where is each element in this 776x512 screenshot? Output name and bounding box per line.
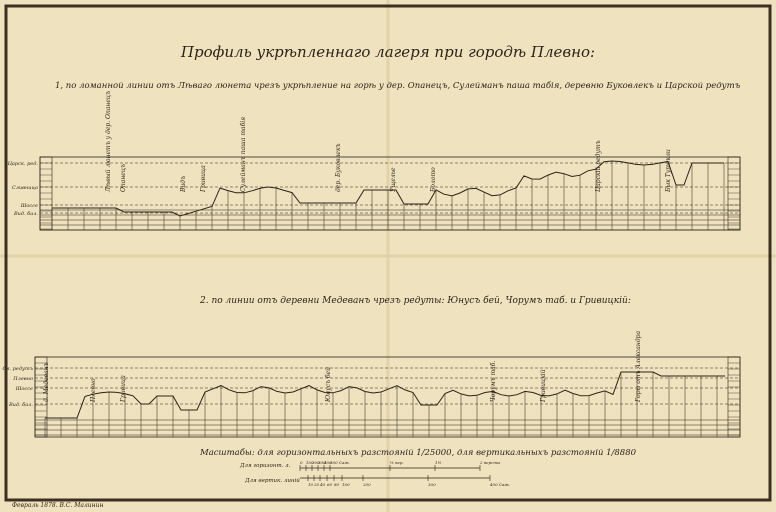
point-label: дер. Буковлекъ [335,143,342,192]
left-label: Плевно [12,376,33,382]
scale-tick-label: 20 [313,482,320,487]
point-label: д. Медеванъ [43,362,50,402]
point-label: Чорумъ таб. [490,361,497,402]
point-label: Гривица [120,375,127,403]
left-label: Вид. бал. [8,401,33,408]
section2-caption: 2. по линии отъ деревни Медеванъ чрезъ р… [199,295,631,306]
point-label: Опанецъ [120,164,127,192]
point-label: Гривицкій [540,369,547,403]
scale-tick-label: 300 [318,460,326,465]
border [4,4,772,502]
scale-tick-label: 40 [319,482,326,487]
left-label: Царск. ред. [8,161,39,167]
scale-tick-label: ½ вер. [390,460,404,465]
title: Профиль укрѣпленнаго лагеря при городѣ П… [180,43,595,61]
left-label: Шоссе [15,386,33,392]
section1-caption: 1, по ломанной линии отъ Лѣваго люнета ч… [55,80,741,91]
left-label: Шоссе [20,203,38,209]
left-label: Сл. редутъ [3,366,34,372]
vertical-scale-label: Для вертик. линій [244,478,300,484]
scale-tick-label: 60 [327,482,333,487]
point-label: Лѣвый люнетъ у дер. Опанецъ [105,91,112,193]
scale-tick-label: 1½ [435,460,442,465]
scale-tick-label: 200 [362,482,371,487]
point-label: Сулейманъ паша табія [240,117,247,192]
scale-tick-label: 300 [428,482,436,487]
point-label: Болото [430,167,437,193]
point-label: Горы отъ Александра [635,331,642,403]
scale-tick-label: 500 Саж. [330,460,350,465]
point-label: Видъ [180,176,187,193]
scale-tick-label: 100 [306,460,314,465]
scale-caption: Масштабы: для горизонтальныхъ разстояній… [199,447,637,458]
horizontal-scale-label: Для горизонт. л. [239,463,291,469]
scale-tick-label: 80 [334,482,340,487]
scale-tick-label: 400 Саж. [489,482,510,487]
point-label: Ущелье [390,167,397,192]
scale-tick-label: 10 [308,482,314,487]
scale-tick-label: 200 [311,460,320,465]
point-label: Юнусъ бей [325,367,332,403]
scale-tick-label: 0 [300,460,303,465]
scale-tick-label: 2 версты [479,460,500,465]
point-label: Гривица [200,165,207,193]
terrain-profile [45,371,725,419]
point-label: Бык Тутекли [665,149,672,193]
profile-2: Сл. редутъ Плевно Шоссе Вид. бал. д. Медеван… [3,331,741,438]
scale-tick-label: 100 [342,482,350,487]
scale-tick-label: 400 [323,460,332,465]
point-label: Царскій редутъ [595,140,602,192]
point-label: Плевно [90,378,97,403]
left-label: Сливница [12,185,38,191]
left-label: Вид. бал. [13,210,38,217]
signature: Февраль 1878. В.С. Малинин [12,502,103,509]
